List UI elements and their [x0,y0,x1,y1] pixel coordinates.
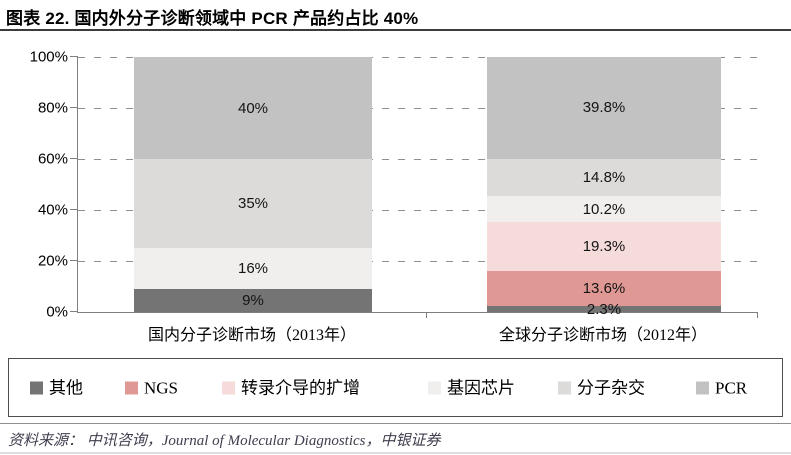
segment-value-label: 35% [237,195,269,213]
y-axis-tick [70,311,78,312]
segment-value-label: 10.2% [582,200,626,218]
bar-segment-gene-chip: 16% [134,248,372,290]
legend-item-other: 其他 [30,379,83,396]
y-axis-label: 100% [29,48,68,66]
segment-value-label: 40% [237,99,269,117]
segment-value-label: 19.3% [582,238,626,256]
y-axis-tick [70,56,78,57]
y-axis-label: 80% [37,99,68,117]
legend-swatch-hybridization [558,381,571,394]
legend-swatch-tma [222,381,235,394]
legend-label: 分子杂交 [577,378,645,397]
bar-segment-tma: 19.3% [487,222,721,272]
y-axis-tick [70,158,78,159]
bar-segment-pcr: 40% [134,57,372,160]
legend-label: 基因芯片 [447,378,515,397]
legend-label: NGS [144,378,179,397]
plot-area: 40% 35% 16% 9% 39.8% 14.8% 10.2% 19.3% 13.6% 2.3% [70,56,758,318]
title-divider [0,29,791,31]
footer-divider [0,423,791,424]
legend-label: 转录介导的扩增 [241,378,360,397]
segment-value-label: 16% [237,260,269,278]
legend-item-tma: 转录介导的扩增 [222,379,360,396]
x-axis-tick [757,312,758,318]
segment-value-label: 9% [242,292,264,310]
segment-value-label: 39.8% [582,99,626,117]
legend-swatch-pcr [696,381,709,394]
gridline-80 [78,108,758,109]
bar-segment-hybridization: 35% [134,159,372,249]
legend-swatch-ngs [125,381,138,394]
bar-segment-pcr: 39.8% [487,57,721,159]
legend-item-ngs: NGS [125,379,178,396]
y-axis-label: 40% [37,201,68,219]
x-axis-labels: 国内分子诊断市场（2013年） 全球分子诊断市场（2012年） [77,321,757,347]
y-axis-label: 20% [37,252,68,270]
legend-label: 其他 [49,378,83,397]
stacked-bar-global: 39.8% 14.8% 10.2% 19.3% 13.6% 2.3% [487,57,721,317]
legend-swatch-other [30,381,43,394]
bar-segment-other: 2.3% [487,302,721,317]
legend-item-pcr: PCR [696,379,747,396]
x-axis-tick [426,312,427,318]
gridline-100 [78,57,758,58]
page-bottom-rule [0,452,791,454]
y-axis-tick [70,107,78,108]
gridline-60 [78,159,758,160]
legend-swatch-gene-chip [428,381,441,394]
y-axis-label: 60% [37,150,68,168]
x-axis-category-label: 全球分子诊断市场（2012年） [498,327,708,344]
gridline-20 [78,261,758,262]
legend-item-gene-chip: 基因芯片 [428,379,515,396]
legend-item-hybridization: 分子杂交 [558,379,645,396]
segment-value-label: 13.6% [582,280,626,298]
y-axis-labels: 0% 20% 40% 60% 80% 100% [0,50,68,320]
gridline-40 [78,210,758,211]
y-axis-tick [70,260,78,261]
bar-segment-hybridization: 14.8% [487,158,721,197]
x-axis-category-label: 国内分子诊断市场（2013年） [147,327,357,344]
bar-segment-ngs: 13.6% [487,271,721,307]
bar-segment-other: 9% [134,289,372,312]
segment-value-label: 14.8% [582,168,626,186]
figure-title: 图表 22. 国内外分子诊断领域中 PCR 产品约占比 40% [6,9,419,28]
bar-segment-gene-chip: 10.2% [487,196,721,223]
legend-box: 其他 NGS 转录介导的扩增 基因芯片 分子杂交 PCR [8,358,783,417]
source-note: 资料来源： 中讯咨询，Journal of Molecular Diagnost… [8,433,441,449]
y-axis-label: 0% [46,303,68,321]
y-axis-tick [70,209,78,210]
legend-label: PCR [715,378,748,397]
stacked-bar-domestic: 40% 35% 16% 9% [134,57,372,312]
segment-value-label: 2.3% [586,300,622,318]
